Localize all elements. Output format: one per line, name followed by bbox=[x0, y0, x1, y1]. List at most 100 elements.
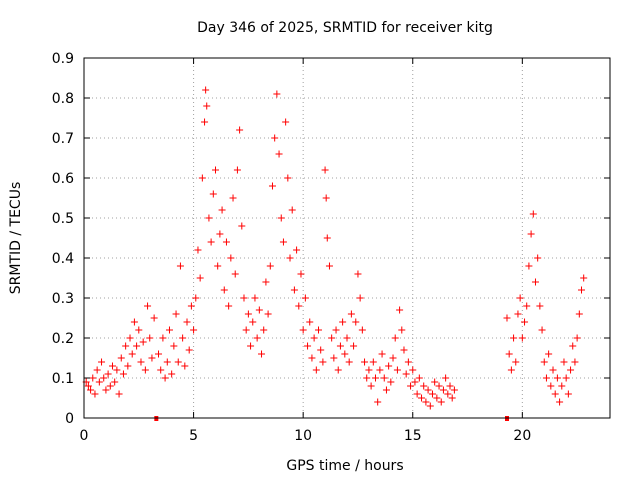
data-point bbox=[398, 326, 406, 334]
data-point bbox=[404, 358, 412, 366]
data-point bbox=[203, 102, 211, 110]
data-point bbox=[545, 350, 553, 358]
data-point bbox=[444, 390, 452, 398]
data-point bbox=[174, 358, 182, 366]
data-point bbox=[95, 378, 103, 386]
data-point bbox=[321, 166, 329, 174]
data-point bbox=[157, 366, 165, 374]
data-point bbox=[299, 326, 307, 334]
data-point bbox=[124, 362, 132, 370]
data-point bbox=[315, 326, 323, 334]
data-point bbox=[218, 206, 226, 214]
data-point bbox=[170, 342, 178, 350]
data-point bbox=[580, 274, 588, 282]
data-point bbox=[523, 302, 531, 310]
data-point bbox=[273, 90, 281, 98]
x-axis-label: GPS time / hours bbox=[286, 458, 403, 474]
data-point bbox=[258, 350, 266, 358]
data-point bbox=[442, 374, 450, 382]
data-point bbox=[374, 398, 382, 406]
data-point bbox=[249, 318, 257, 326]
data-point bbox=[225, 302, 233, 310]
data-point bbox=[407, 382, 415, 390]
data-point bbox=[325, 262, 333, 270]
data-point bbox=[290, 286, 298, 294]
data-point bbox=[161, 374, 169, 382]
data-point bbox=[420, 382, 428, 390]
data-point bbox=[194, 246, 202, 254]
data-point bbox=[510, 334, 518, 342]
data-point bbox=[310, 334, 318, 342]
data-point bbox=[229, 194, 237, 202]
chart-title: Day 346 of 2025, SRMTID for receiver kit… bbox=[197, 20, 493, 36]
data-point bbox=[185, 346, 193, 354]
data-point bbox=[262, 278, 270, 286]
data-point bbox=[380, 374, 388, 382]
data-point bbox=[260, 326, 268, 334]
data-point bbox=[198, 174, 206, 182]
data-point bbox=[297, 270, 305, 278]
gridlines bbox=[84, 58, 610, 418]
data-point bbox=[288, 206, 296, 214]
data-point bbox=[207, 238, 215, 246]
data-point bbox=[361, 358, 369, 366]
data-point bbox=[187, 302, 195, 310]
data-point bbox=[275, 150, 283, 158]
data-point bbox=[266, 262, 274, 270]
data-point bbox=[295, 302, 303, 310]
x-tick-label: 20 bbox=[513, 428, 531, 444]
data-point bbox=[525, 262, 533, 270]
data-point bbox=[354, 270, 362, 278]
data-point bbox=[369, 358, 377, 366]
data-point bbox=[556, 398, 564, 406]
data-point bbox=[176, 262, 184, 270]
y-axis-label: SRMTID / TECUs bbox=[8, 182, 24, 295]
data-point bbox=[89, 374, 97, 382]
data-point bbox=[319, 358, 327, 366]
data-point bbox=[190, 326, 198, 334]
data-point bbox=[391, 334, 399, 342]
y-axis-ticks: 0 0.1 0.2 0.3 0.4 0.5 0.6 0.7 0.8 0.9 bbox=[52, 51, 610, 427]
data-point bbox=[192, 294, 200, 302]
data-point bbox=[100, 374, 108, 382]
data-point bbox=[343, 334, 351, 342]
data-point bbox=[317, 346, 325, 354]
data-point bbox=[516, 294, 524, 302]
data-point bbox=[87, 386, 95, 394]
data-point bbox=[339, 318, 347, 326]
data-point bbox=[549, 366, 557, 374]
data-point bbox=[205, 214, 213, 222]
data-point bbox=[571, 358, 579, 366]
x-tick-label: 5 bbox=[189, 428, 198, 444]
y-tick-label: 0.6 bbox=[52, 171, 74, 187]
y-tick-label: 0 bbox=[65, 411, 74, 427]
data-point bbox=[102, 386, 110, 394]
data-point bbox=[104, 370, 112, 378]
data-point bbox=[179, 334, 187, 342]
data-point bbox=[567, 366, 575, 374]
y-tick-label: 0.1 bbox=[52, 371, 74, 387]
data-point bbox=[168, 370, 176, 378]
data-point bbox=[512, 358, 520, 366]
data-point bbox=[155, 350, 163, 358]
data-point bbox=[382, 386, 390, 394]
data-point bbox=[255, 306, 263, 314]
y-tick-label: 0.8 bbox=[52, 91, 74, 107]
data-point bbox=[562, 374, 570, 382]
data-point bbox=[214, 262, 222, 270]
data-point bbox=[330, 354, 338, 362]
y-tick-label: 0.7 bbox=[52, 131, 74, 147]
data-point bbox=[98, 358, 106, 366]
data-point bbox=[328, 334, 336, 342]
data-point bbox=[415, 374, 423, 382]
data-point bbox=[431, 378, 439, 386]
data-point bbox=[540, 358, 548, 366]
data-point bbox=[518, 334, 526, 342]
data-point bbox=[551, 390, 559, 398]
data-point bbox=[367, 382, 375, 390]
data-point bbox=[413, 390, 421, 398]
data-point bbox=[196, 274, 204, 282]
data-point bbox=[336, 342, 344, 350]
data-point bbox=[345, 358, 353, 366]
x-axis-ticks: 0 5 10 15 20 bbox=[80, 58, 531, 444]
